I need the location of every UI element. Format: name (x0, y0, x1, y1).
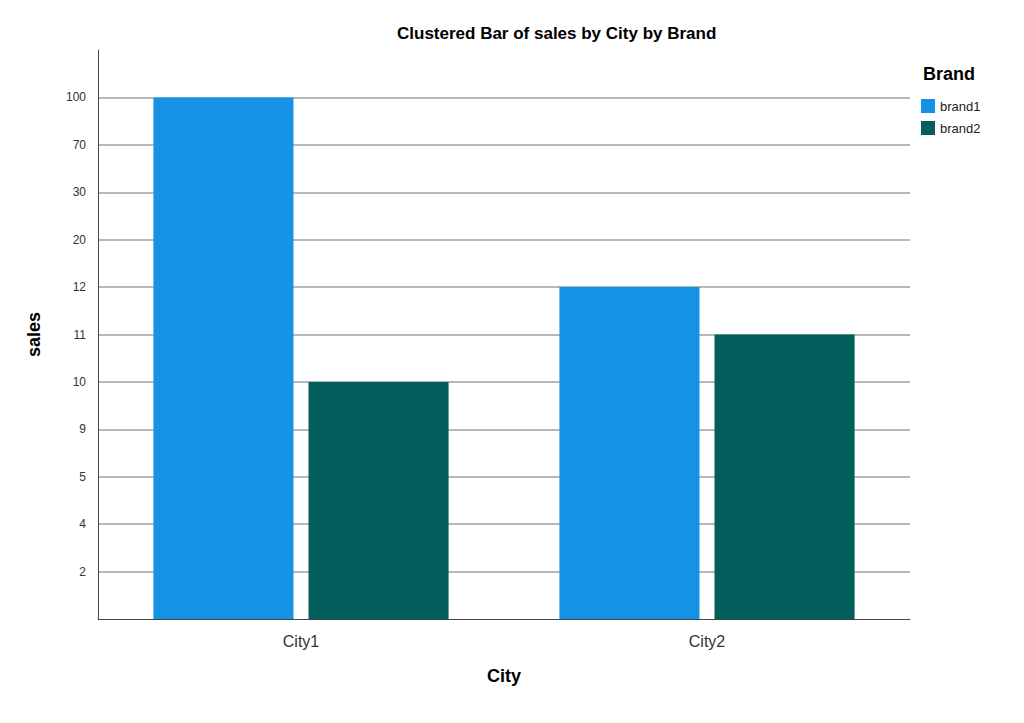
svg-text:2: 2 (79, 565, 86, 579)
svg-text:Brand: Brand (923, 64, 975, 84)
svg-text:sales: sales (24, 312, 44, 357)
svg-text:100: 100 (66, 90, 86, 104)
svg-text:12: 12 (73, 280, 87, 294)
svg-text:Clustered Bar of sales by City: Clustered Bar of sales by City by Brand (397, 24, 716, 43)
svg-text:9: 9 (79, 422, 86, 436)
svg-text:10: 10 (73, 375, 87, 389)
svg-text:City: City (487, 666, 521, 686)
svg-text:brand1: brand1 (940, 99, 980, 114)
svg-text:City2: City2 (689, 633, 726, 650)
svg-text:5: 5 (79, 470, 86, 484)
svg-text:20: 20 (73, 233, 87, 247)
svg-text:4: 4 (79, 517, 86, 531)
svg-text:City1: City1 (283, 633, 320, 650)
svg-text:11: 11 (74, 328, 87, 342)
svg-text:brand2: brand2 (940, 121, 980, 136)
svg-text:70: 70 (73, 138, 87, 152)
svg-text:30: 30 (73, 185, 87, 199)
